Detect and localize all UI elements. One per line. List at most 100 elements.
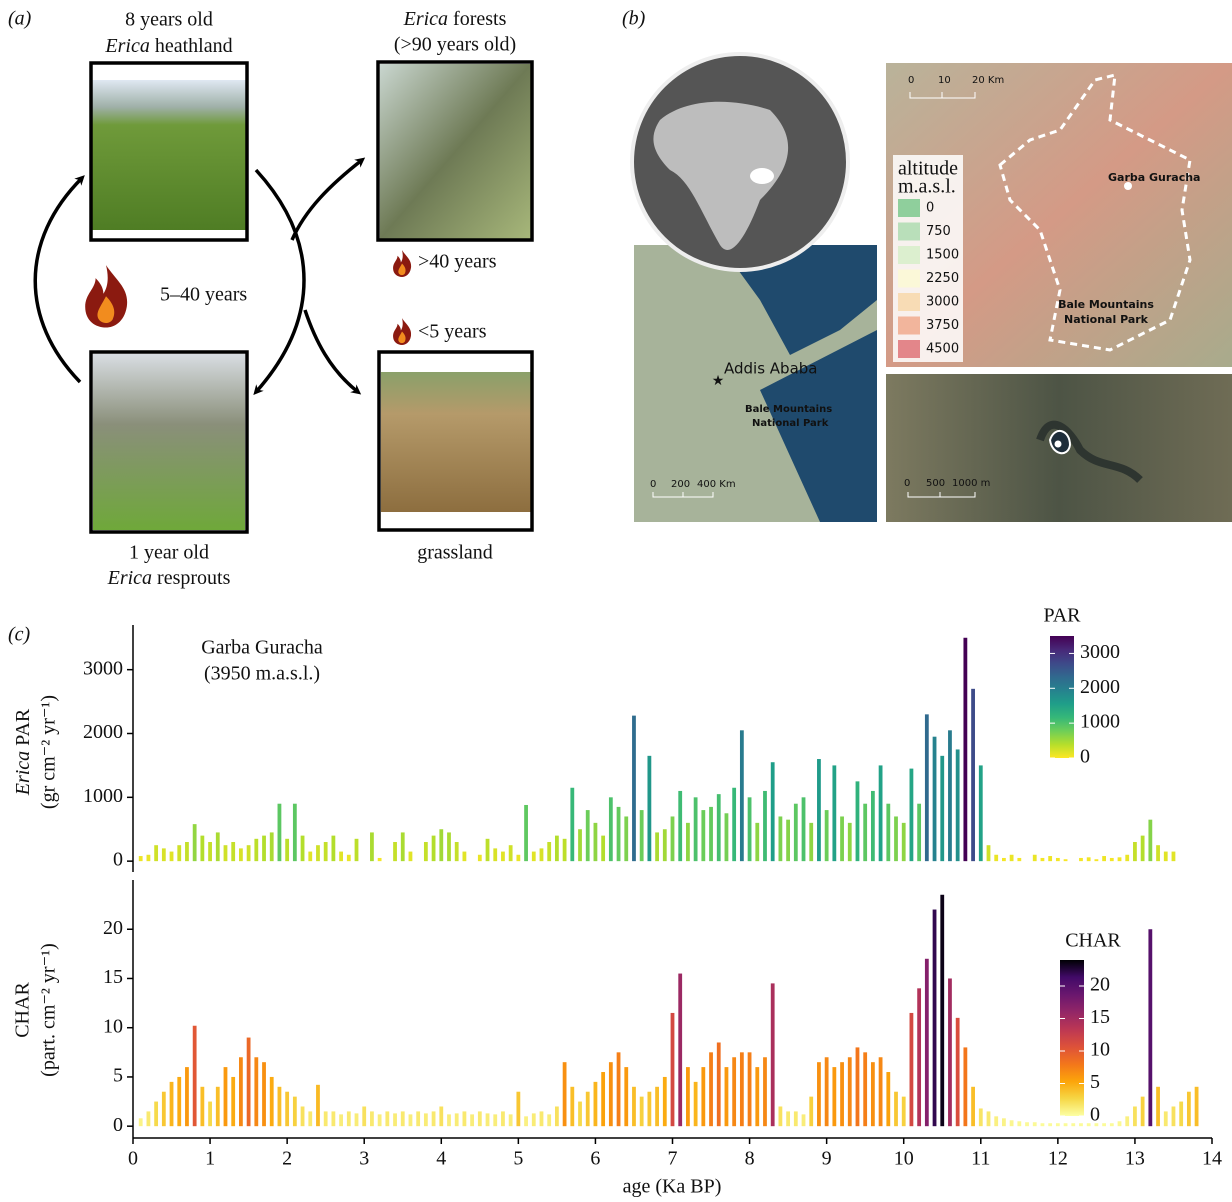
bar [655, 1086, 659, 1127]
scale-bar [907, 492, 976, 498]
bar [1071, 1123, 1076, 1127]
bar [870, 790, 875, 862]
bar [624, 1067, 629, 1127]
bar [732, 1057, 737, 1127]
photo [380, 64, 531, 239]
bar [632, 715, 636, 862]
bar [477, 854, 482, 862]
bar [254, 1057, 259, 1127]
bar [485, 1113, 490, 1127]
bar [285, 1091, 290, 1127]
bar [963, 637, 968, 862]
bar [408, 1114, 413, 1127]
cycle-arrow [33, 175, 85, 384]
bar [562, 1062, 567, 1127]
bar [370, 832, 374, 862]
bar [316, 1084, 320, 1127]
bar [824, 810, 829, 862]
fire-interval: >40 years [418, 251, 497, 273]
bar [239, 848, 243, 862]
bar [693, 1081, 698, 1127]
bar [778, 816, 783, 862]
bar [1148, 929, 1153, 1127]
bar [1163, 1111, 1168, 1127]
bar [1117, 1121, 1122, 1127]
colorbar-label: 15 [1090, 1006, 1110, 1028]
bar [316, 845, 320, 862]
bar [847, 822, 852, 862]
bar [215, 1086, 220, 1127]
colorbar-label: 10 [1090, 1039, 1110, 1061]
bar [686, 1067, 690, 1127]
bar [948, 978, 952, 1127]
africa [653, 101, 789, 250]
bar [624, 816, 629, 862]
bar [138, 856, 143, 862]
bar [539, 1111, 544, 1127]
bar [431, 1111, 436, 1127]
bar [1171, 1106, 1176, 1127]
bar [447, 832, 451, 862]
bar [870, 1062, 875, 1127]
bar [547, 1114, 552, 1127]
park-label: Bale Mountains [745, 404, 832, 415]
bar [1102, 1123, 1106, 1127]
bar [855, 1047, 860, 1127]
site-marker [1124, 182, 1132, 190]
y-tick-label: 15 [103, 966, 123, 988]
x-tick-label: 7 [668, 1148, 678, 1170]
bar [971, 1086, 975, 1127]
bar [354, 838, 359, 862]
bar [385, 1111, 390, 1127]
x-tick-label: 0 [128, 1148, 138, 1170]
park-label: National Park [1064, 313, 1149, 326]
panel-label: (a) [8, 8, 32, 30]
bar [262, 835, 266, 862]
fire-icon [85, 265, 128, 328]
bar [1079, 1123, 1083, 1127]
panel-label: (b) [622, 8, 646, 30]
bar [793, 1111, 798, 1127]
bar [840, 1062, 844, 1127]
bar [331, 835, 336, 862]
x-tick-label: 3 [359, 1148, 369, 1170]
bar [801, 1114, 806, 1127]
bar [1009, 854, 1014, 862]
bar [585, 810, 590, 862]
bar [639, 810, 644, 862]
bar [593, 822, 598, 862]
bar [285, 838, 290, 862]
bar [763, 1057, 767, 1127]
bar [686, 822, 690, 862]
bar [1079, 857, 1083, 862]
photo-caption: (>90 years old) [394, 34, 516, 56]
bar [323, 1111, 328, 1127]
colorbar-label: 5 [1090, 1071, 1100, 1093]
bar [524, 1116, 528, 1127]
bar [462, 1111, 467, 1127]
photo-frame [377, 350, 534, 532]
bar [608, 1062, 613, 1127]
bar [693, 797, 698, 862]
bar [562, 838, 567, 862]
bar [1040, 857, 1045, 862]
legend-label: 3750 [926, 318, 959, 333]
legend-label: 0 [926, 201, 934, 216]
bar [670, 816, 675, 862]
bar [863, 1052, 868, 1127]
site-marker [1054, 440, 1062, 448]
x-tick-label: 13 [1125, 1148, 1145, 1170]
bar [524, 804, 528, 862]
fire-interval: <5 years [418, 321, 487, 343]
bar [354, 1113, 359, 1127]
fire-icon [393, 250, 412, 277]
scale-label: 500 [926, 478, 945, 489]
legend-swatch [898, 269, 920, 288]
x-tick-label: 8 [745, 1148, 755, 1170]
bar [886, 803, 891, 862]
bar [161, 1091, 166, 1127]
legend-swatch [898, 222, 920, 241]
park-boundary [998, 73, 1192, 352]
bar [986, 1111, 991, 1127]
